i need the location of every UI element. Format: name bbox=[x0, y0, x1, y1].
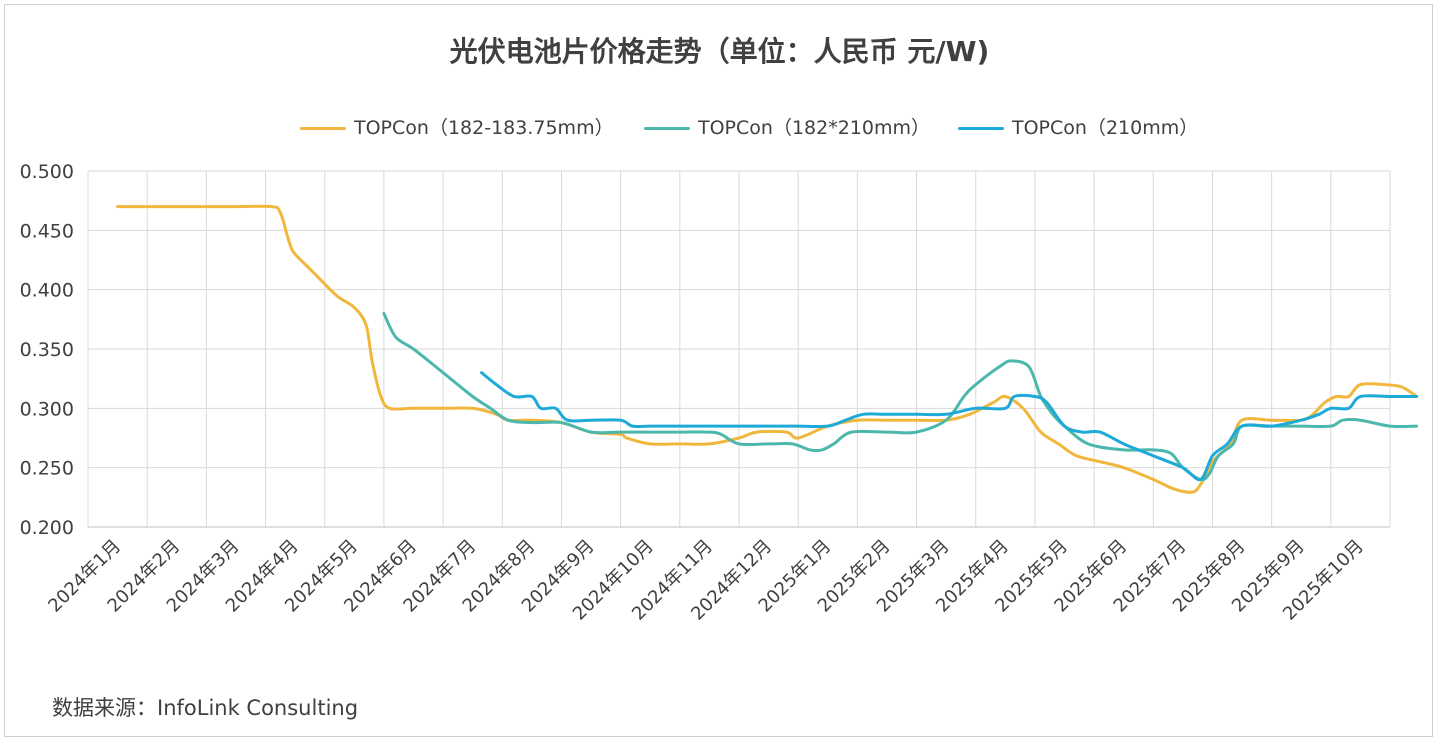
legend-swatch-series-0 bbox=[300, 127, 346, 130]
y-tick-label: 0.300 bbox=[20, 398, 74, 420]
series-lines bbox=[116, 204, 1419, 494]
y-tick-label: 0.450 bbox=[20, 220, 74, 242]
chart-title: 光伏电池片价格走势（单位：人民币 元/W) bbox=[449, 35, 990, 68]
y-tick-label: 0.250 bbox=[20, 458, 74, 480]
grid-lines bbox=[87, 170, 1391, 528]
legend-label-series-0: TOPCon（182-183.75mm） bbox=[354, 117, 614, 139]
x-axis: 2024年1月2024年2月2024年3月2024年4月2024年5月2024年… bbox=[44, 526, 1390, 625]
series-line-2 bbox=[480, 371, 1419, 482]
y-tick-label: 0.400 bbox=[20, 280, 74, 302]
y-tick-label: 0.200 bbox=[20, 517, 74, 539]
y-tick-label: 0.350 bbox=[20, 339, 74, 361]
data-source-note: 数据来源：InfoLink Consulting bbox=[52, 696, 359, 720]
legend-label-series-2: TOPCon（210mm） bbox=[1012, 117, 1199, 139]
series-line-1 bbox=[382, 311, 1419, 482]
legend-swatch-series-1 bbox=[644, 127, 690, 130]
legend-swatch-series-2 bbox=[958, 127, 1004, 130]
legend-label-series-1: TOPCon（182*210mm） bbox=[698, 117, 930, 139]
y-axis: 0.500 0.450 0.400 0.350 0.300 0.250 0.200 bbox=[20, 161, 74, 539]
chart-frame bbox=[4, 4, 1433, 737]
chart-legend: TOPCon（182-183.75mm） TOPCon（182*210mm） T… bbox=[0, 116, 1439, 140]
y-tick-label: 0.500 bbox=[20, 161, 74, 183]
